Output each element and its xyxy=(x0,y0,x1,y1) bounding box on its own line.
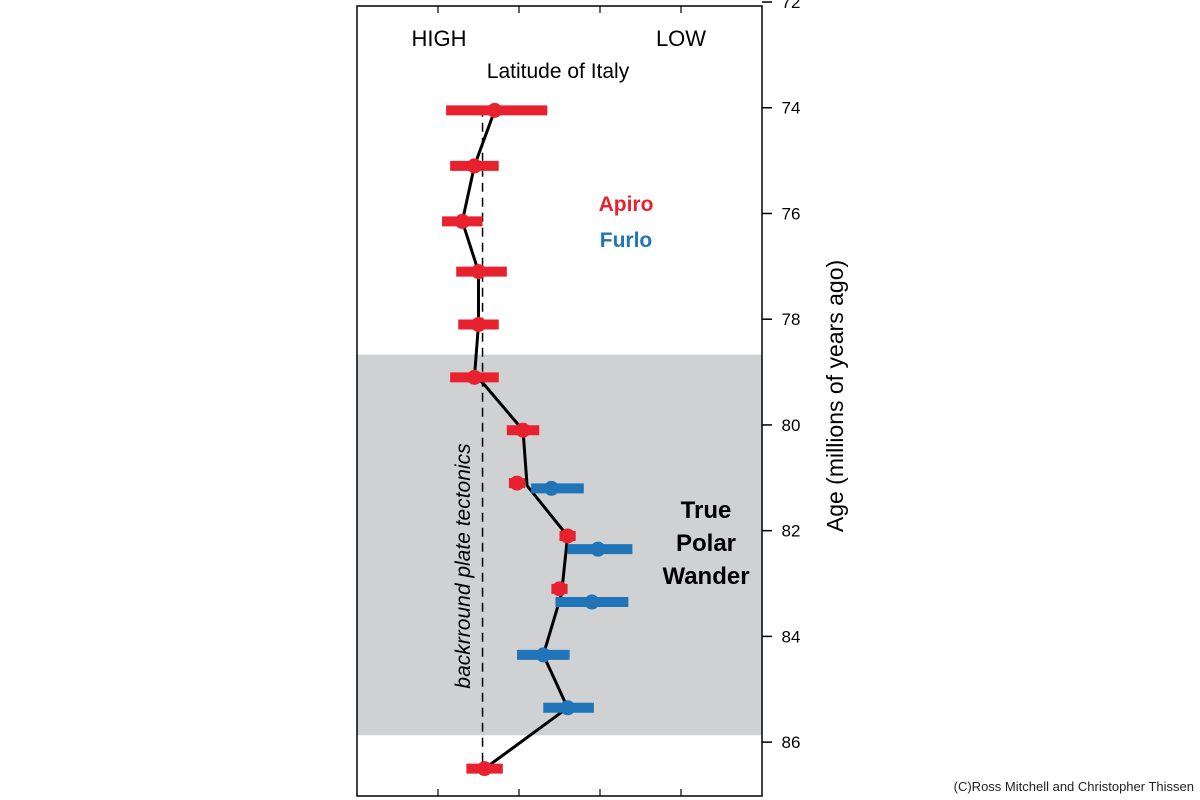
y-tick-label: 84 xyxy=(782,627,801,646)
apiro-data-point xyxy=(487,102,503,118)
legend-apiro: Apiro xyxy=(599,193,654,216)
apiro-data-point xyxy=(471,264,486,280)
background-line-label: backrround plate tectonics xyxy=(452,443,475,689)
y-tick-label: 86 xyxy=(782,733,801,752)
apiro-data-point xyxy=(466,158,482,174)
shaded-region-label-line-3: Wander xyxy=(662,563,749,590)
y-tick-label: 82 xyxy=(782,522,801,541)
shaded-region-label-line-1: True xyxy=(681,497,732,524)
true-polar-wander-shaded-region xyxy=(357,354,762,736)
x-right-label: LOW xyxy=(656,26,706,51)
legend-furlo: Furlo xyxy=(600,229,653,252)
plot-frame xyxy=(356,5,763,797)
y-tick-label: 78 xyxy=(782,310,801,329)
furlo-data-point xyxy=(543,480,559,496)
apiro-data-point xyxy=(509,475,525,491)
x-left-label: HIGH xyxy=(412,26,467,51)
y-tick-label: 76 xyxy=(782,204,801,223)
furlo-data-point xyxy=(590,541,606,557)
apiro-data-point xyxy=(552,581,567,597)
image-credit: (C)Ross Mitchell and Christopher Thissen xyxy=(953,779,1194,794)
connecting-line xyxy=(460,109,570,770)
y-tick-label: 74 xyxy=(782,99,801,118)
shaded-region-label-line-2: Polar xyxy=(676,530,736,557)
furlo-data-point xyxy=(584,594,600,610)
apiro-data-point xyxy=(454,213,470,229)
apiro-data-point xyxy=(471,316,486,332)
y-tick-label: 72 xyxy=(782,0,801,12)
apiro-data-point xyxy=(515,422,531,438)
furlo-data-point xyxy=(560,700,576,716)
y-axis-label: Age (millions of years ago) xyxy=(822,260,848,532)
y-tick-label: 80 xyxy=(782,416,801,435)
apiro-data-point xyxy=(477,761,493,777)
chart-title: Latitude of Italy xyxy=(487,60,630,83)
furlo-data-point xyxy=(535,647,551,663)
apiro-data-point xyxy=(466,369,482,385)
apiro-data-point xyxy=(560,528,576,544)
